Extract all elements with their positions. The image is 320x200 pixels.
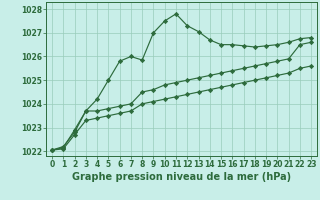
- X-axis label: Graphe pression niveau de la mer (hPa): Graphe pression niveau de la mer (hPa): [72, 172, 291, 182]
